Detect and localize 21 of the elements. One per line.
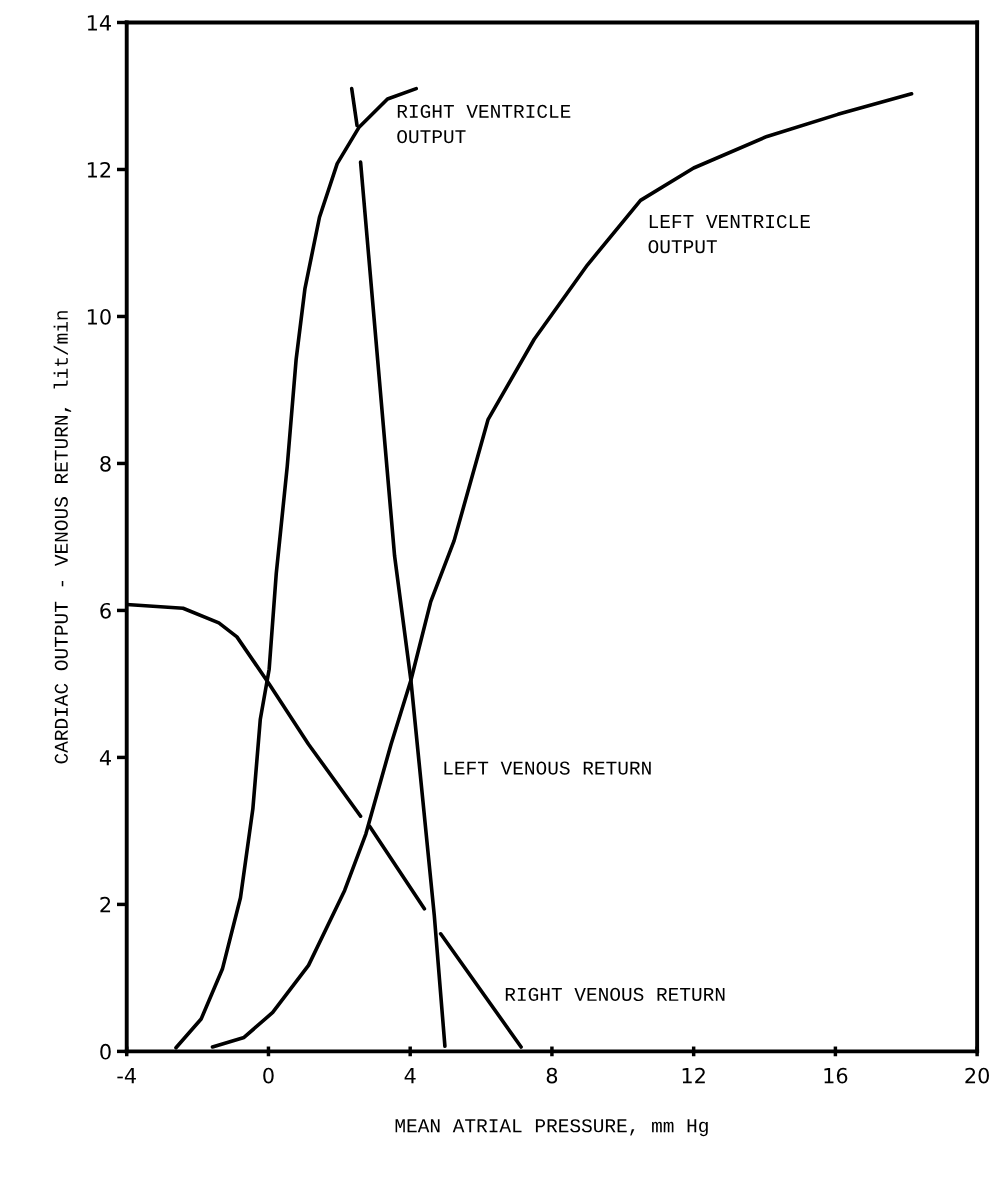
y-tick-label: 6 xyxy=(100,602,111,619)
y-tick-label: 12 xyxy=(87,161,111,178)
y-tick-label: 4 xyxy=(99,750,111,766)
annotation: LEFT VENTRICLE OUTPUT xyxy=(648,214,810,254)
x-tick-label: 20 xyxy=(965,1067,989,1084)
y-axis-title: CARDIAC OUTPUT - VENOUS RETURN, lit/min xyxy=(53,311,72,764)
x-tick-label: 8 xyxy=(546,1067,558,1084)
x-tick-label: -4 xyxy=(117,1068,136,1084)
x-tick-label: 4 xyxy=(404,1068,416,1084)
annotation: RIGHT VENTRICLE OUTPUT xyxy=(397,104,571,144)
annotation: LEFT VENOUS RETURN xyxy=(444,761,651,775)
y-tick-label: 2 xyxy=(100,896,111,913)
x-tick-label: 16 xyxy=(824,1067,848,1084)
y-tick-label: 8 xyxy=(100,455,111,472)
y-tick-label: 10 xyxy=(87,308,111,325)
x-tick-label: 12 xyxy=(682,1067,705,1084)
annotation: RIGHT VENOUS RETURN xyxy=(505,987,725,1002)
y-tick-label: 0 xyxy=(100,1043,111,1060)
y-tick-label: 14 xyxy=(87,15,111,31)
x-tick-label: 0 xyxy=(263,1067,274,1084)
x-axis-title: MEAN ATRIAL PRESSURE, mm Hg xyxy=(395,1119,708,1137)
